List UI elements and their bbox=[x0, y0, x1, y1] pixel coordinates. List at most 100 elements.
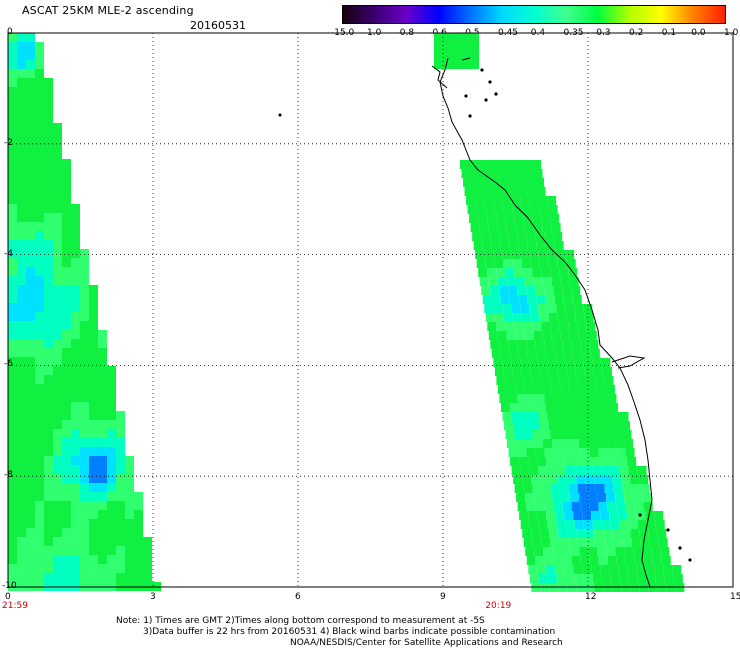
swath-cell bbox=[595, 430, 605, 439]
swath-cell bbox=[26, 537, 35, 546]
swath-cell bbox=[89, 393, 98, 402]
swath-cell bbox=[8, 438, 17, 447]
swath-cell bbox=[565, 574, 575, 583]
swath-cell bbox=[523, 430, 533, 439]
swath-cell bbox=[536, 241, 546, 250]
swath-cell bbox=[584, 367, 594, 376]
swath-cell bbox=[622, 484, 632, 493]
swath-cell bbox=[628, 520, 638, 529]
swath-cell bbox=[134, 501, 143, 510]
swath-cell bbox=[44, 96, 53, 105]
swath-cell bbox=[53, 573, 62, 582]
swath-cell bbox=[551, 331, 561, 340]
swath-cell bbox=[17, 177, 26, 186]
swath-cell bbox=[35, 186, 44, 195]
swath-cell bbox=[580, 340, 590, 349]
swath-cell bbox=[434, 60, 443, 69]
swath-cell bbox=[587, 331, 597, 340]
swath-cell bbox=[515, 385, 525, 394]
swath-cell bbox=[545, 241, 555, 250]
swath-cell bbox=[35, 204, 44, 213]
swath-cell bbox=[527, 349, 537, 358]
swath-cell bbox=[588, 493, 598, 502]
swath-cell bbox=[538, 358, 548, 367]
swath-cell bbox=[98, 465, 107, 474]
swath-cell bbox=[499, 340, 509, 349]
swath-cell bbox=[53, 195, 62, 204]
swath-cell bbox=[98, 438, 107, 447]
swath-cell bbox=[80, 564, 89, 573]
swath-cell bbox=[625, 502, 635, 511]
coastline-inlet bbox=[431, 65, 448, 89]
swath-cell bbox=[639, 475, 649, 484]
swath-cell bbox=[568, 430, 578, 439]
swath-cell bbox=[590, 349, 600, 358]
swath-cell bbox=[44, 312, 53, 321]
swath-cell bbox=[35, 60, 44, 69]
swath-cell bbox=[538, 250, 548, 259]
swath-cell bbox=[44, 132, 53, 141]
swath-cell bbox=[125, 474, 134, 483]
swath-cell bbox=[80, 258, 89, 267]
swath-cell bbox=[71, 537, 80, 546]
swath-cell bbox=[89, 375, 98, 384]
swath-cell bbox=[44, 402, 53, 411]
swath-cell bbox=[17, 141, 26, 150]
swath-cell bbox=[452, 60, 461, 69]
swath-cell bbox=[44, 186, 53, 195]
swath-cell bbox=[71, 258, 80, 267]
swath-cell bbox=[508, 394, 518, 403]
swath-cell bbox=[619, 466, 629, 475]
swath-cell bbox=[17, 564, 26, 573]
swath-cell bbox=[8, 285, 17, 294]
y-tick-label: -4 bbox=[4, 248, 13, 259]
swath-cell bbox=[62, 222, 71, 231]
swath-cell bbox=[44, 222, 53, 231]
swath-cell bbox=[17, 528, 26, 537]
swath-cell bbox=[586, 322, 596, 331]
swath-cell bbox=[515, 331, 525, 340]
swath-cell bbox=[598, 556, 608, 565]
swath-cell bbox=[535, 178, 545, 187]
swath-cell bbox=[44, 510, 53, 519]
swath-cell bbox=[89, 330, 98, 339]
swath-cell bbox=[642, 493, 652, 502]
swath-cell bbox=[478, 268, 488, 277]
swath-cell bbox=[518, 187, 528, 196]
swath-cell bbox=[8, 222, 17, 231]
swath-cell bbox=[505, 268, 515, 277]
swath-cell bbox=[529, 250, 539, 259]
swath-cell bbox=[479, 277, 489, 286]
swath-cell bbox=[582, 457, 592, 466]
swath-cell bbox=[62, 357, 71, 366]
swath-cell bbox=[8, 114, 17, 123]
swath-cell bbox=[604, 430, 614, 439]
swath-cell bbox=[8, 159, 17, 168]
swath-cell bbox=[71, 555, 80, 564]
swath-cell bbox=[539, 367, 549, 376]
swath-cell bbox=[62, 411, 71, 420]
swath-cell bbox=[476, 205, 486, 214]
swath-cell bbox=[44, 393, 53, 402]
swath-cell bbox=[17, 483, 26, 492]
swath-cell bbox=[71, 249, 80, 258]
swath-cell bbox=[530, 259, 540, 268]
swath-cell bbox=[461, 42, 470, 51]
swath-cell bbox=[541, 322, 551, 331]
swath-cell bbox=[518, 349, 528, 358]
swath-cell bbox=[44, 447, 53, 456]
swath-cell bbox=[583, 574, 593, 583]
swath-cell bbox=[80, 528, 89, 537]
swath-cell bbox=[26, 87, 35, 96]
swath-cell bbox=[17, 195, 26, 204]
swath-cell bbox=[475, 196, 485, 205]
swath-cell bbox=[517, 394, 527, 403]
swath-cell bbox=[515, 277, 525, 286]
swath-cell bbox=[80, 429, 89, 438]
swath-cell bbox=[17, 402, 26, 411]
swath-cell bbox=[553, 286, 563, 295]
swath-cell bbox=[53, 411, 62, 420]
swath-cell bbox=[529, 304, 539, 313]
swath-cell bbox=[35, 321, 44, 330]
swath-cell bbox=[541, 484, 551, 493]
